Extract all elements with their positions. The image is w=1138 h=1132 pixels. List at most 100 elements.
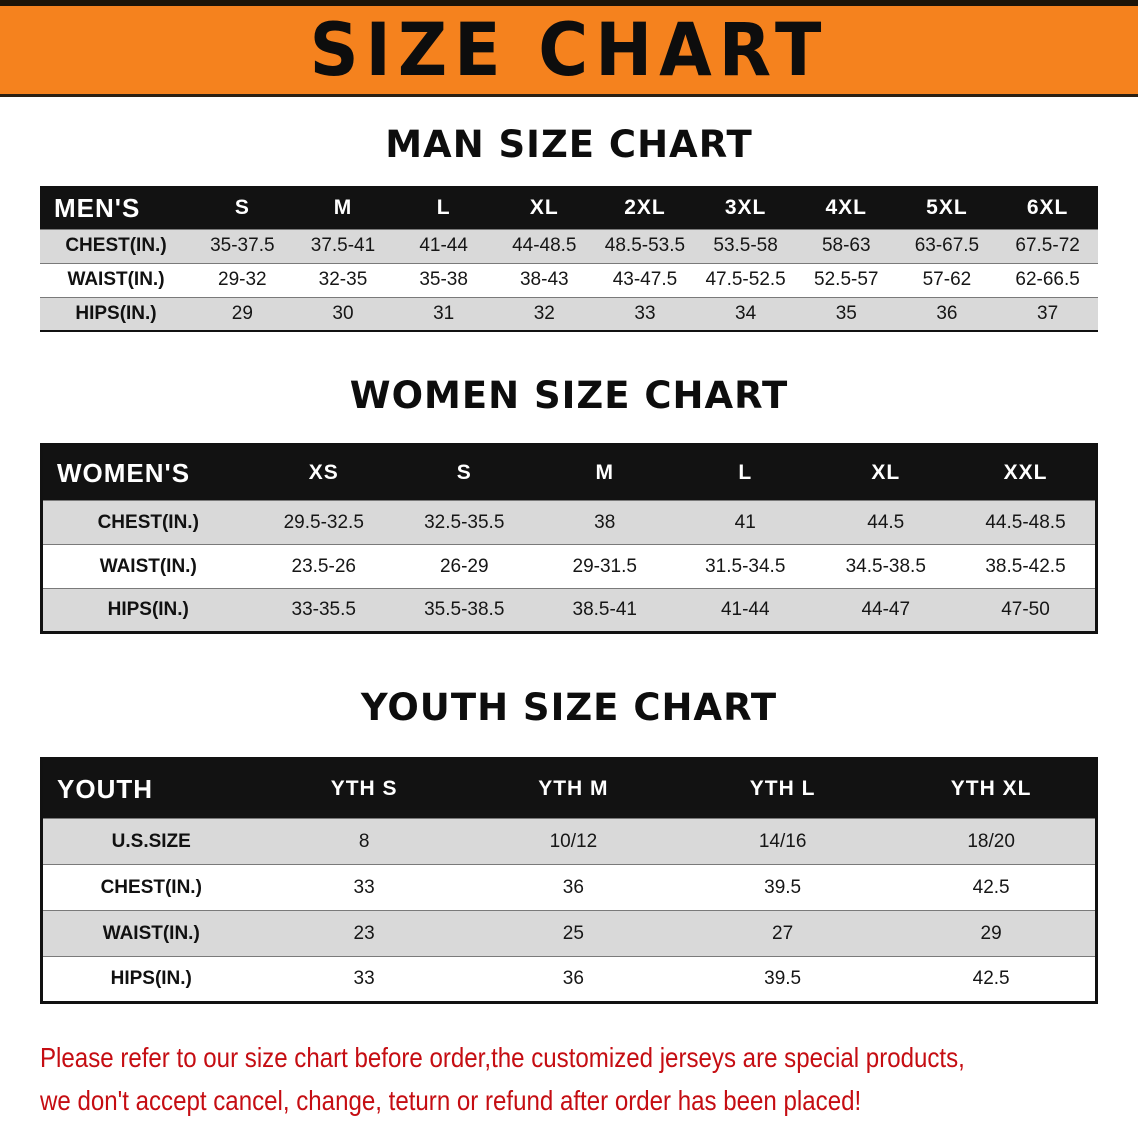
women-chest-in-value-l: 41 (734, 511, 756, 533)
women-chest-in-value-xl: 44.5 (867, 511, 905, 533)
men-chest-in-value-m: 37.5-41 (310, 235, 376, 256)
men-waist-in-value-xl: 38-43 (519, 269, 569, 290)
women-col-header-xl: XL (815, 444, 956, 501)
men-hips-in-value-4xl: 35 (835, 302, 857, 324)
men-row-hips-in: HIPS(IN.) 29 30 31 32 33 34 35 36 37 (40, 297, 1098, 331)
youth-chest-in-value-yth-m: 36 (562, 876, 584, 898)
men-col-header-m: M (292, 187, 394, 229)
women-waist-in-value-m: 29-31.5 (572, 555, 637, 577)
disclaimer: Please refer to our size chart before or… (40, 1036, 1138, 1123)
men-hips-in-value-l: 31 (433, 302, 455, 324)
men-table-title: MEN'S (40, 187, 192, 229)
women-hips-in-value-m: 38.5-41 (572, 599, 637, 620)
women-hips-in-value-xs: 33-35.5 (291, 599, 356, 620)
men-chest-in-value-4xl: 58-63 (821, 235, 871, 256)
youth-size-chart-section: YOUTH SIZE CHART YOUTH YTH S YTH M YTH L YTH … (0, 686, 1138, 1004)
men-hips-in-value-s: 29 (231, 302, 253, 324)
youth-u-s-size-value-yth-s: 8 (358, 830, 370, 852)
youth-hips-in-value-yth-l: 39.5 (764, 968, 802, 989)
youth-waist-in-value-yth-xl: 29 (980, 922, 1002, 944)
youth-u-s-size-value-yth-m: 10/12 (549, 830, 598, 852)
women-row-chest-in: CHEST(IN.) 29.5-32.5 32.5-35.5 38 41 44.5 44.5… (41, 500, 1097, 545)
men-hips-in-value-2xl: 33 (634, 302, 656, 324)
men-waist-in-value-5xl: 57-62 (922, 269, 972, 290)
women-hips-in-value-s: 35.5-38.5 (424, 599, 505, 620)
youth-size-table: YOUTH YTH S YTH M YTH L YTH XL U.S.SIZE 8 10/12… (40, 757, 1098, 1004)
youth-hips-in-value-yth-s: 33 (353, 968, 375, 989)
men-size-chart-section: MAN SIZE CHART MEN'S S M L XL 2XL 3XL 4XL 5XL 6XL C… (0, 123, 1138, 332)
youth-chest-in-value-yth-s: 33 (353, 876, 375, 898)
men-col-header-2xl: 2XL (594, 187, 696, 229)
women-row-waist-in: WAIST(IN.) 23.5-26 26-29 29-31.5 31.5-34.5 34… (41, 544, 1097, 589)
men-row-label-hips-in: HIPS(IN.) (75, 302, 157, 324)
men-chest-in-value-l: 41-44 (419, 235, 468, 256)
men-hips-in-value-6xl: 37 (1037, 302, 1059, 324)
youth-hips-in-value-yth-m: 36 (562, 968, 584, 989)
women-col-header-s: S (394, 444, 535, 501)
women-size-chart-section: WOMEN SIZE CHART WOMEN'S XS S M L XL XXL CHEST(I… (0, 374, 1138, 634)
youth-row-label-hips-in: HIPS(IN.) (110, 968, 192, 989)
men-row-label-waist-in: WAIST(IN.) (67, 269, 165, 290)
men-row-label-chest-in: CHEST(IN.) (65, 235, 167, 256)
youth-col-header-yth-m: YTH M (468, 758, 678, 819)
men-col-header-5xl: 5XL (896, 187, 998, 229)
men-col-header-l: L (393, 187, 494, 229)
women-section-heading: WOMEN SIZE CHART (349, 374, 789, 417)
women-hips-in-value-l: 41-44 (720, 599, 770, 620)
disclaimer-line-1: Please refer to our size chart before or… (40, 1042, 965, 1073)
women-row-hips-in: HIPS(IN.) 33-35.5 35.5-38.5 38.5-41 41-44 44-… (41, 588, 1097, 633)
women-hips-in-value-xxl: 47-50 (1001, 599, 1050, 620)
women-chest-in-value-s: 32.5-35.5 (424, 511, 505, 533)
men-section-heading: MAN SIZE CHART (385, 123, 753, 166)
youth-hips-in-value-yth-xl: 42.5 (972, 968, 1010, 989)
youth-chest-in-value-yth-l: 39.5 (764, 876, 802, 898)
youth-u-s-size-value-yth-xl: 18/20 (967, 830, 1015, 852)
youth-col-header-yth-s: YTH S (259, 758, 469, 819)
women-waist-in-value-xs: 23.5-26 (291, 555, 356, 577)
youth-table-title: YOUTH (41, 758, 260, 819)
women-waist-in-value-s: 26-29 (439, 555, 489, 577)
women-row-label-hips-in: HIPS(IN.) (107, 599, 189, 620)
men-hips-in-value-m: 30 (332, 302, 354, 324)
men-header-row: MEN'S S M L XL 2XL 3XL 4XL 5XL 6XL (40, 187, 1098, 229)
women-col-header-xxl: XXL (956, 444, 1097, 501)
men-col-header-6xl: 6XL (997, 187, 1098, 229)
men-waist-in-value-s: 29-32 (218, 269, 267, 290)
women-chest-in-value-m: 38 (594, 511, 616, 533)
youth-col-header-yth-xl: YTH XL (887, 758, 1097, 819)
women-row-label-waist-in: WAIST(IN.) (99, 555, 197, 577)
youth-section-heading: YOUTH SIZE CHART (360, 686, 778, 729)
youth-header-row: YOUTH YTH S YTH M YTH L YTH XL (41, 758, 1097, 819)
youth-row-label-chest-in: CHEST(IN.) (100, 876, 202, 898)
women-hips-in-value-xl: 44-47 (861, 599, 911, 620)
youth-u-s-size-value-yth-l: 14/16 (758, 830, 807, 852)
men-row-waist-in: WAIST(IN.) 29-32 32-35 35-38 38-43 43-47.5 47.… (40, 263, 1098, 297)
size-chart-banner: SIZE CHART (0, 0, 1138, 97)
men-chest-in-value-2xl: 48.5-53.5 (604, 235, 686, 256)
men-chest-in-value-6xl: 67.5-72 (1015, 235, 1080, 256)
men-hips-in-value-3xl: 34 (735, 302, 757, 324)
men-waist-in-value-m: 32-35 (318, 269, 368, 290)
women-col-header-l: L (675, 444, 816, 501)
men-col-header-xl: XL (493, 187, 595, 229)
youth-row-waist-in: WAIST(IN.) 23 25 27 29 (41, 910, 1097, 957)
women-size-table: WOMEN'S XS S M L XL XXL CHEST(IN.) 29.5-32.5 32.5… (40, 443, 1098, 634)
men-chest-in-value-3xl: 53.5-58 (713, 235, 778, 256)
men-col-header-4xl: 4XL (795, 187, 897, 229)
men-chest-in-value-s: 35-37.5 (210, 235, 275, 256)
women-header-row: WOMEN'S XS S M L XL XXL (41, 444, 1097, 501)
youth-waist-in-value-yth-m: 25 (562, 922, 584, 944)
men-waist-in-value-3xl: 47.5-52.5 (705, 269, 786, 290)
women-row-label-chest-in: CHEST(IN.) (97, 511, 199, 533)
size-chart-sections: MAN SIZE CHART MEN'S S M L XL 2XL 3XL 4XL 5XL 6XL C… (0, 123, 1138, 1004)
men-hips-in-value-xl: 32 (533, 302, 555, 324)
men-waist-in-value-l: 35-38 (419, 269, 468, 290)
youth-waist-in-value-yth-s: 23 (353, 922, 375, 944)
women-chest-in-value-xs: 29.5-32.5 (283, 511, 364, 533)
men-waist-in-value-2xl: 43-47.5 (612, 269, 678, 290)
disclaimer-line-2: we don't accept cancel, change, teturn o… (40, 1085, 862, 1117)
men-row-chest-in: CHEST(IN.) 35-37.5 37.5-41 41-44 44-48.5 48.5… (40, 229, 1098, 263)
youth-waist-in-value-yth-l: 27 (772, 922, 794, 944)
page-title: SIZE CHART (309, 7, 829, 93)
men-size-table: MEN'S S M L XL 2XL 3XL 4XL 5XL 6XL CHEST(IN.) 35-37… (40, 186, 1098, 332)
